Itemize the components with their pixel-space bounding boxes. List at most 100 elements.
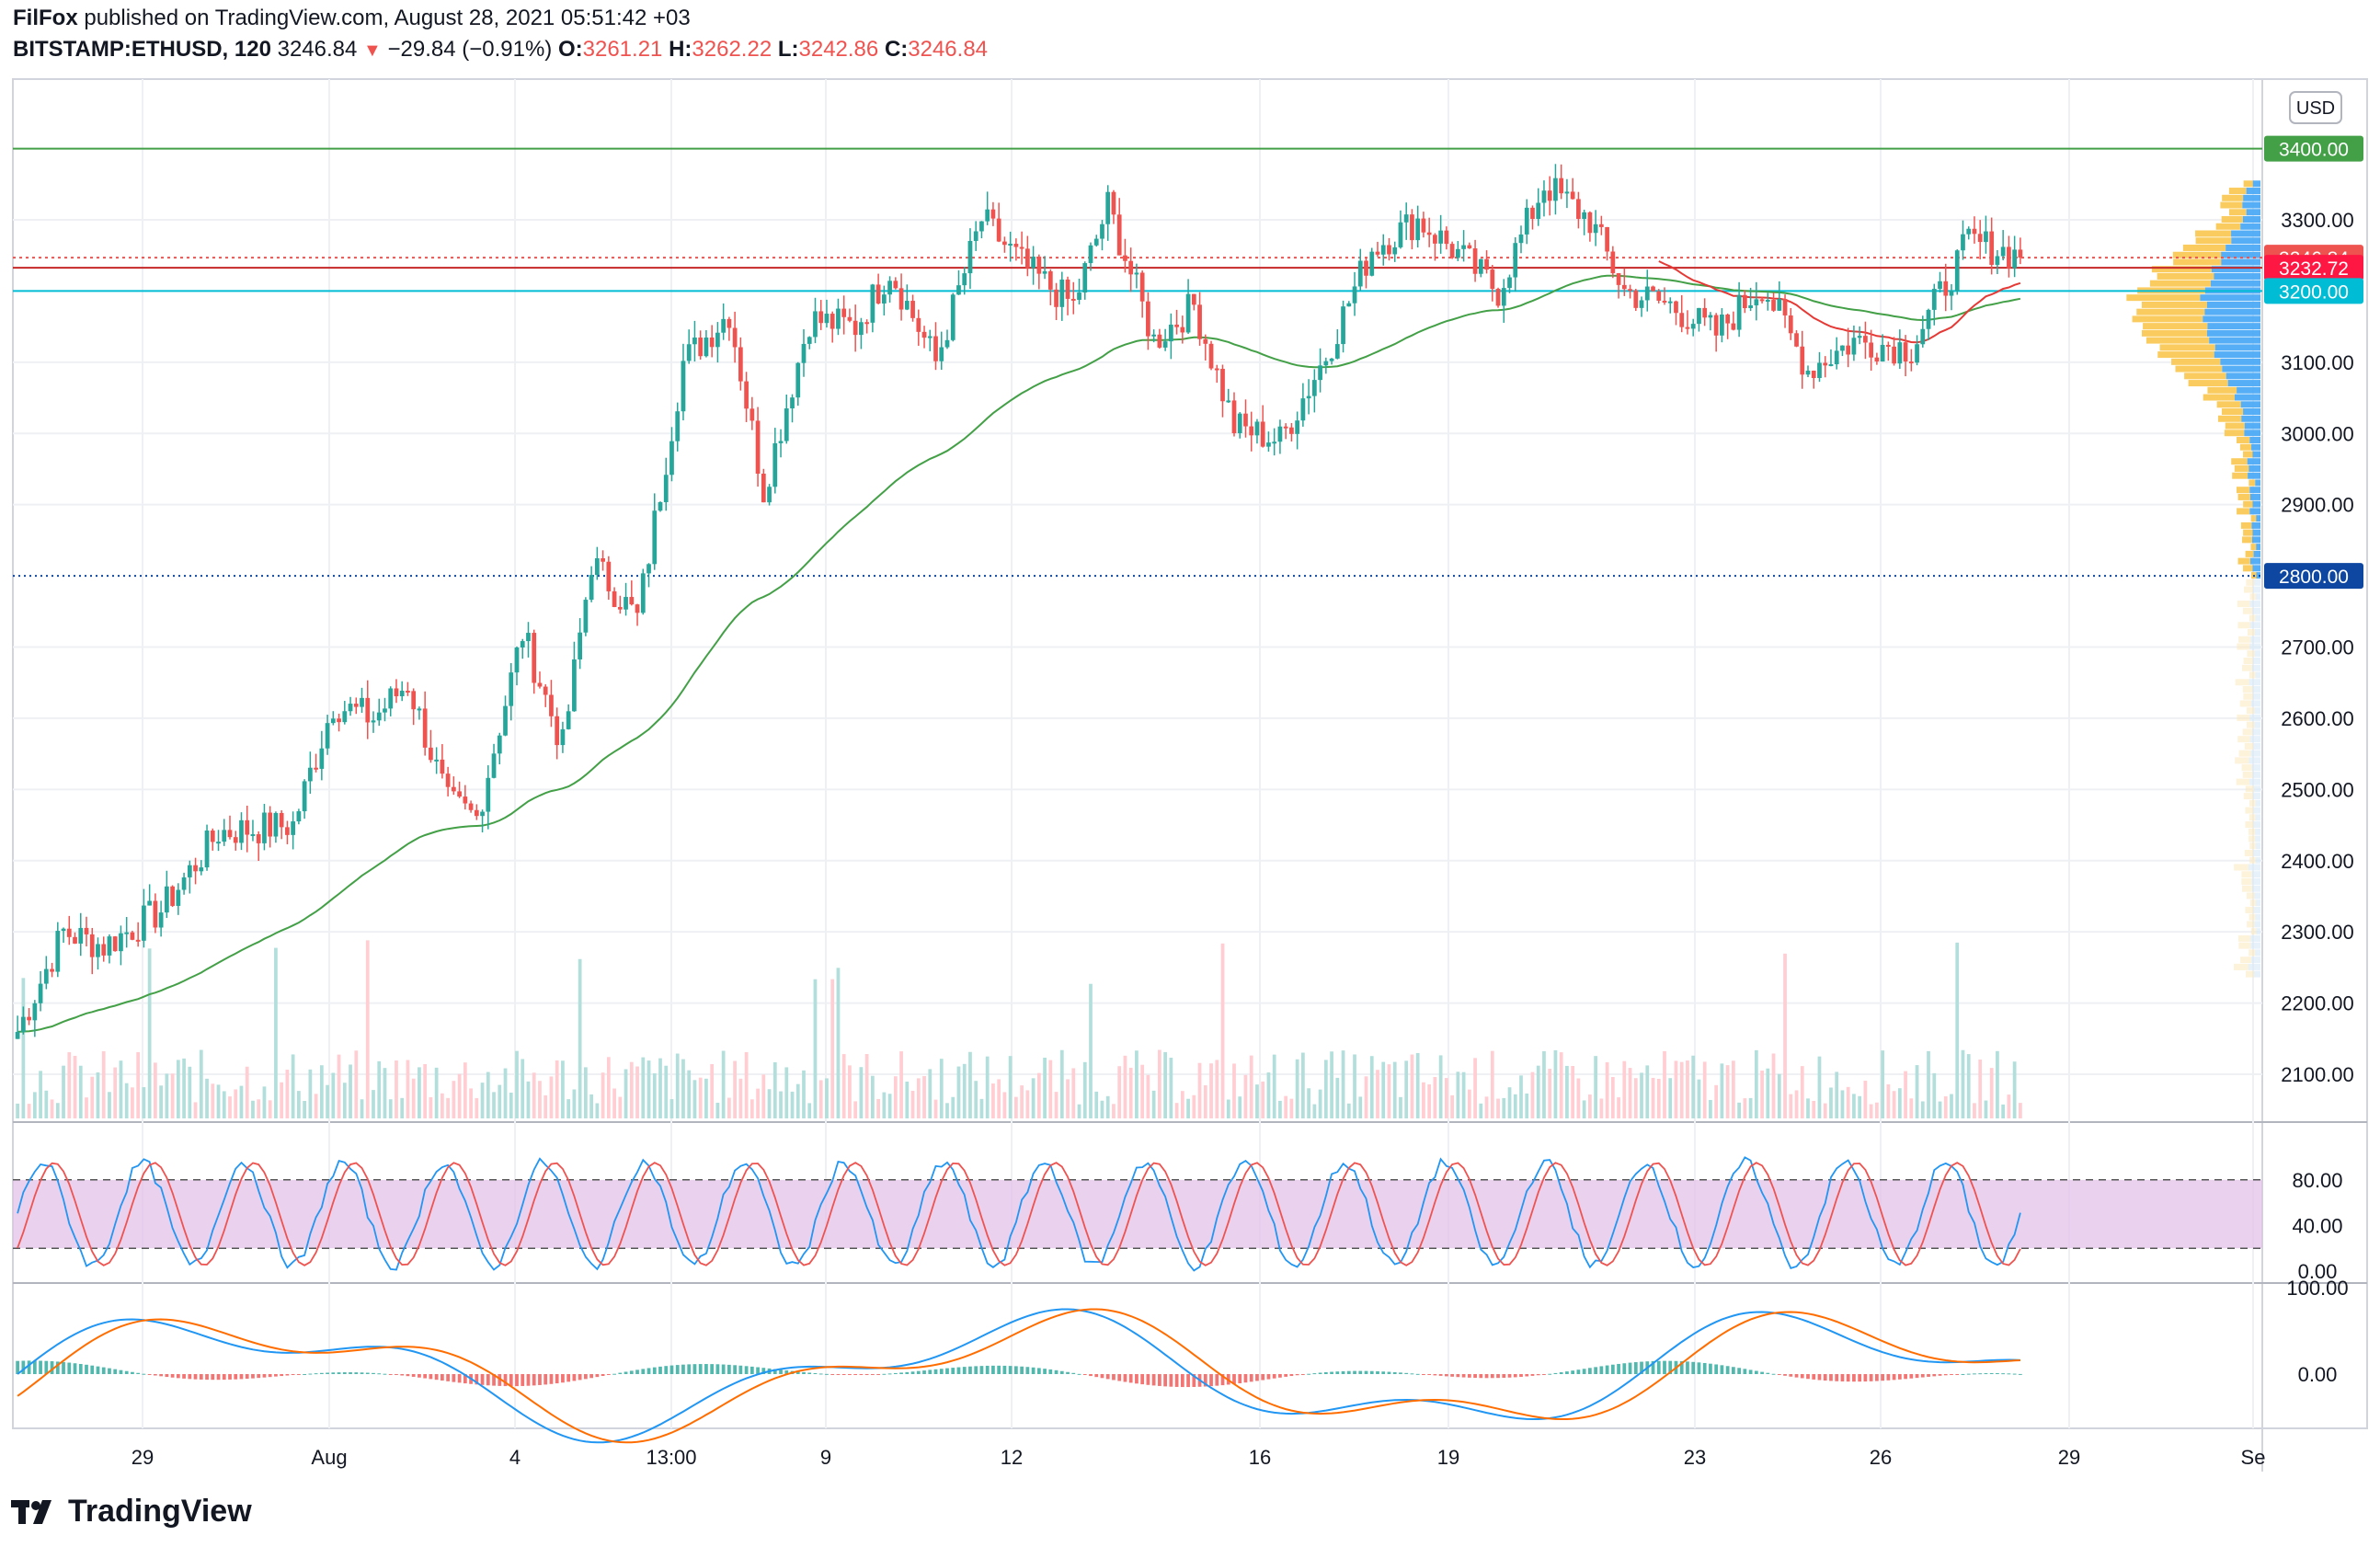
volume-bar	[1158, 1049, 1161, 1118]
macd-histogram-bar	[1702, 1362, 1707, 1374]
volume-profile-bar	[2245, 906, 2254, 913]
macd-histogram-bar	[1617, 1363, 1620, 1374]
volume-profile-bar	[2225, 422, 2245, 430]
volume-bar	[55, 1103, 60, 1118]
macd-histogram-bar	[280, 1374, 284, 1377]
candle-body	[1954, 250, 1960, 292]
candle-body	[1449, 244, 1455, 258]
candle-body	[1938, 281, 1942, 290]
candle-body	[474, 809, 479, 817]
volume-bar	[1197, 1062, 1202, 1118]
volume-profile-bar	[2256, 928, 2260, 935]
volume-profile-bar	[2240, 957, 2252, 964]
macd-histogram-bar	[434, 1374, 439, 1381]
candle-body	[1467, 245, 1472, 249]
volume-bar	[1904, 1071, 1907, 1118]
volume-bar	[1031, 1078, 1036, 1118]
macd-histogram-bar	[1399, 1372, 1402, 1374]
candle-body	[1869, 342, 1874, 358]
candle-body	[1536, 202, 1541, 219]
candle-body	[658, 502, 663, 511]
macd-histogram-bar	[1146, 1374, 1150, 1385]
candle-body	[107, 936, 112, 956]
volume-bar	[182, 1058, 186, 1118]
candle-body	[1369, 251, 1375, 276]
volume-bar	[159, 1085, 163, 1118]
macd-histogram-bar	[136, 1372, 141, 1374]
volume-bar	[228, 1096, 232, 1118]
volume-profile-bar	[2221, 258, 2260, 266]
macd-histogram-bar	[365, 1372, 370, 1374]
volume-profile-bar	[2255, 671, 2260, 679]
x-tick-label: 29	[2058, 1446, 2080, 1469]
macd-histogram-bar	[1737, 1368, 1741, 1374]
macd-histogram-bar	[354, 1372, 359, 1374]
volume-profile-bar	[2182, 244, 2226, 251]
candle-body	[870, 284, 875, 323]
volume-bar	[848, 1065, 852, 1118]
candle-body	[560, 728, 566, 746]
macd-histogram-bar	[985, 1365, 990, 1374]
macd-histogram-bar	[1450, 1374, 1454, 1377]
macd-histogram-bar	[1272, 1374, 1276, 1379]
macd-histogram-bar	[652, 1367, 657, 1374]
candle-body	[1949, 291, 1954, 296]
volume-bar	[1530, 1071, 1535, 1118]
currency-label: USD	[2296, 98, 2335, 119]
volume-bar	[1387, 1064, 1391, 1118]
candle-body	[1403, 214, 1409, 223]
volume-bar	[1679, 1061, 1684, 1118]
macd-histogram-bar	[1140, 1374, 1145, 1385]
volume-profile-bar	[2214, 272, 2260, 280]
candle-body	[50, 968, 54, 972]
volume-bar	[136, 1052, 141, 1118]
candle-body	[233, 837, 238, 843]
volume-bar	[1800, 1066, 1804, 1118]
macd-histogram-bar	[1806, 1374, 1810, 1380]
volume-profile-bar	[2253, 850, 2260, 857]
macd-histogram-bar	[589, 1374, 593, 1379]
y-tick-label: 2100.00	[2281, 1063, 2354, 1086]
candle-body	[881, 294, 887, 304]
volume-bar	[956, 1066, 961, 1118]
volume-bar	[1077, 1104, 1081, 1118]
volume-bar	[681, 1059, 685, 1118]
candle-body	[1323, 361, 1329, 366]
macd-histogram-bar	[727, 1364, 731, 1374]
volume-bar	[429, 1096, 433, 1118]
ma-fast-line	[1658, 260, 2021, 344]
volume-bar	[916, 1078, 921, 1118]
volume-profile-bar	[2242, 607, 2253, 614]
candle-body	[1352, 286, 1357, 304]
volume-bar	[756, 1088, 760, 1118]
currency-button[interactable]	[2289, 91, 2342, 124]
candle-body	[1433, 235, 1437, 244]
chart-canvas[interactable]: 29 Aug 4 13:00 9 12 16 19 23 26 29 Se 3300.00 3100.00…	[0, 0, 2380, 1481]
volume-bar	[2007, 1094, 2011, 1118]
price-label-tag	[2264, 135, 2363, 162]
candle-body	[1300, 398, 1306, 421]
candle-body	[1559, 178, 1564, 194]
candle-body	[921, 331, 927, 338]
candle-body	[142, 905, 146, 941]
macd-histogram-bar	[1059, 1370, 1064, 1374]
volume-profile-bar	[2255, 593, 2260, 601]
macd-histogram-bar	[1484, 1374, 1489, 1379]
candle-body	[589, 575, 594, 601]
macd-histogram-bar	[1054, 1369, 1058, 1374]
macd-histogram-bar	[687, 1364, 692, 1374]
macd-histogram-bar	[1714, 1364, 1719, 1374]
macd-histogram-bar	[1932, 1374, 1937, 1377]
author-name[interactable]: FilFox	[13, 6, 78, 30]
volume-bar	[1743, 1098, 1747, 1118]
volume-bar	[1261, 1081, 1265, 1118]
volume-bar	[377, 1060, 382, 1118]
macd-histogram-bar	[710, 1364, 715, 1374]
price-label-tag	[2264, 563, 2363, 590]
macd-histogram-bar	[441, 1374, 444, 1381]
candle-body	[1036, 257, 1042, 274]
macd-histogram-bar	[675, 1365, 680, 1374]
volume-bar	[297, 1091, 301, 1118]
candle-body	[342, 711, 348, 723]
macd-histogram-bar	[1640, 1361, 1643, 1374]
